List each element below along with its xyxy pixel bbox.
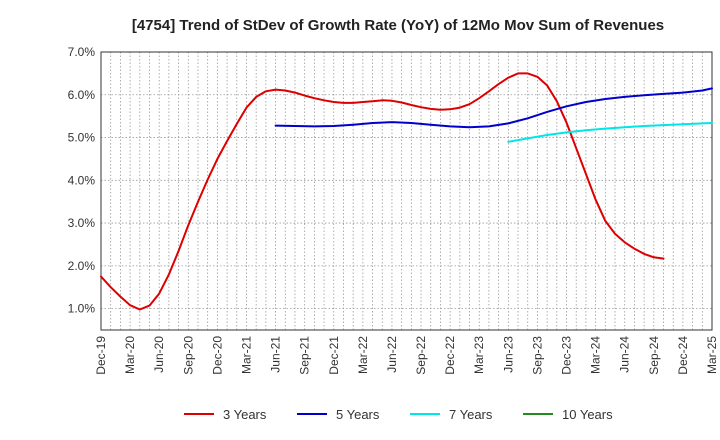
series-line-7-years (507, 122, 713, 143)
x-tick-label: Mar-24 (589, 336, 603, 374)
x-tick-label: Jun-23 (501, 336, 515, 373)
x-tick-label: Sep-21 (298, 336, 312, 375)
x-tick-label: Sep-23 (530, 336, 544, 375)
series-line-5-years (274, 87, 713, 129)
x-tick-label: Mar-20 (123, 336, 137, 374)
series-lines (100, 72, 713, 311)
x-tick-label: Sep-20 (181, 336, 195, 375)
x-tick-label: Dec-24 (676, 336, 690, 375)
y-tick-label: 4.0% (68, 173, 96, 187)
x-tick-label: Dec-20 (210, 336, 224, 375)
legend-label: 5 Years (336, 407, 380, 422)
x-tick-label: Dec-22 (443, 336, 457, 375)
y-tick-label: 2.0% (68, 259, 96, 273)
grid (101, 52, 712, 330)
x-tick-label: Dec-21 (327, 336, 341, 375)
chart-title: [4754] Trend of StDev of Growth Rate (Yo… (132, 17, 664, 34)
legend-label: 3 Years (223, 407, 267, 422)
x-tick-label: Sep-24 (647, 336, 661, 375)
legend-label: 10 Years (562, 407, 613, 422)
x-tick-label: Jun-20 (152, 336, 166, 373)
legend-item: 10 Years (523, 407, 613, 422)
x-tick-label: Mar-22 (356, 336, 370, 374)
x-tick-label: Mar-25 (705, 336, 719, 374)
x-tick-label: Jun-24 (618, 336, 632, 373)
legend: 3 Years 5 Years 7 Years 10 Years (184, 407, 613, 422)
y-tick-label: 6.0% (68, 88, 96, 102)
x-axis: Dec-19 Mar-20 Jun-20 Sep-20 Dec-20 Mar-21 Jun-… (94, 336, 719, 375)
y-tick-label: 7.0% (68, 45, 96, 59)
x-tick-label: Dec-19 (94, 336, 108, 375)
legend-item: 3 Years (184, 407, 267, 422)
y-axis: 1.0% 2.0% 3.0% 4.0% 5.0% 6.0% 7.0% (68, 45, 96, 316)
x-tick-label: Dec-23 (560, 336, 574, 375)
x-tick-label: Jun-21 (269, 336, 283, 373)
plot-area (100, 51, 713, 331)
x-tick-label: Jun-22 (385, 336, 399, 373)
x-tick-label: Sep-22 (414, 336, 428, 375)
y-tick-label: 1.0% (68, 302, 96, 316)
legend-item: 7 Years (410, 407, 493, 422)
y-tick-label: 5.0% (68, 131, 96, 145)
y-tick-label: 3.0% (68, 216, 96, 230)
x-tick-label: Mar-21 (239, 336, 253, 374)
legend-label: 7 Years (449, 407, 493, 422)
x-tick-label: Mar-23 (472, 336, 486, 374)
legend-item: 5 Years (297, 407, 380, 422)
